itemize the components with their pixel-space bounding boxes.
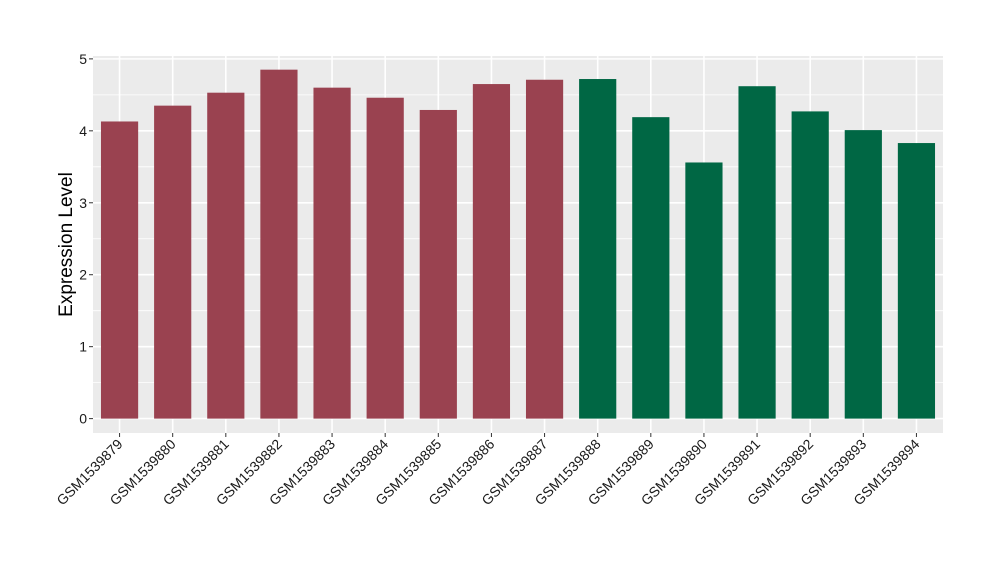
y-tick-label: 2 <box>79 267 87 283</box>
y-tick-label: 5 <box>79 51 87 67</box>
bar-GSM1539889 <box>632 117 670 419</box>
y-axis-title: Expression Level <box>56 172 77 317</box>
bar-GSM1539891 <box>738 86 776 419</box>
bar-GSM1539884 <box>366 97 404 419</box>
bar-GSM1539892 <box>791 111 829 419</box>
y-tick-label: 4 <box>79 123 87 139</box>
bar-GSM1539881 <box>207 92 245 419</box>
bar-GSM1539894 <box>897 143 936 419</box>
bar-GSM1539883 <box>313 87 351 419</box>
bar-GSM1539885 <box>419 109 457 419</box>
bar-GSM1539879 <box>100 121 139 419</box>
bar-GSM1539880 <box>154 105 192 419</box>
bar-GSM1539888 <box>579 79 617 419</box>
y-tick-label: 3 <box>79 195 87 211</box>
bar-GSM1539886 <box>472 84 511 419</box>
bar-GSM1539893 <box>844 130 882 419</box>
bar-GSM1539887 <box>525 79 564 419</box>
bar-GSM1539882 <box>260 69 298 419</box>
x-axis: GSM1539879GSM1539880GSM1539881GSM1539882… <box>53 433 923 508</box>
y-tick-label: 0 <box>79 411 87 427</box>
y-axis: 0 1 2 3 4 5 <box>79 51 93 427</box>
bar-GSM1539890 <box>685 162 723 419</box>
bars <box>100 69 936 419</box>
y-tick-label: 1 <box>79 339 87 355</box>
